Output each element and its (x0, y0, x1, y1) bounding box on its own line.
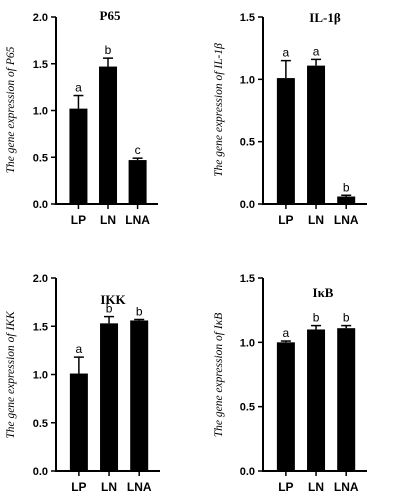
bar-LNA (128, 160, 147, 204)
x-tick-label: LP (71, 213, 86, 227)
chart-title: IL-1β (309, 10, 341, 25)
significance-label: b (343, 180, 350, 194)
y-axis-label: The gene expression of P65 (5, 46, 17, 173)
chart-title: IKK (100, 292, 126, 307)
x-tick-label: LN (100, 213, 116, 227)
x-tick-label: LN (101, 480, 117, 494)
x-tick-label: LN (308, 480, 324, 494)
significance-label: b (106, 302, 113, 316)
y-tick-label: 1.0 (240, 337, 255, 349)
bar-LN (100, 323, 119, 471)
bar-LP (276, 342, 295, 471)
chart-panel-3: IKK The gene expression of IKK 0.0 0.5 1.0 1.… (5, 273, 160, 494)
chart-title: P65 (100, 8, 121, 23)
x-tick-label: LN (308, 213, 324, 227)
chart-panel-2: IL-1β The gene expression of IL-1β 0.0 0.5 1… (213, 10, 367, 227)
bar-LP (69, 108, 88, 204)
significance-label: a (313, 44, 320, 58)
y-tick-label: 1.0 (33, 106, 48, 118)
significance-label: a (283, 46, 290, 60)
y-tick-label: 1.0 (33, 370, 48, 382)
y-axis-label: The gene expression of IKK (5, 310, 17, 439)
y-tick-label: 0.5 (33, 152, 48, 164)
y-axis-label: The gene expression of IκB (213, 313, 225, 438)
x-tick-label: LP (278, 213, 293, 227)
significance-label: a (75, 81, 82, 95)
bar-LP (69, 373, 88, 471)
significance-label: b (313, 311, 320, 325)
y-tick-label: 1.5 (33, 59, 48, 71)
x-tick-label: LNA (334, 213, 359, 227)
y-tick-label: 0.0 (240, 466, 255, 478)
x-tick-label: LP (278, 480, 293, 494)
y-axis-label: The gene expression of IL-1β (213, 43, 225, 177)
y-tick-label: 2.0 (33, 273, 48, 285)
y-tick-label: 0.0 (33, 199, 48, 211)
bar-LNA (337, 196, 356, 204)
significance-label: a (76, 342, 83, 356)
x-tick-label: LP (71, 480, 86, 494)
significance-label: b (105, 43, 112, 57)
y-tick-label: 2.0 (33, 12, 48, 24)
chart-title: IκB (313, 285, 334, 300)
y-tick-label: 0.0 (33, 466, 48, 478)
y-tick-label: 0.5 (240, 137, 255, 149)
significance-label: c (135, 143, 141, 157)
significance-label: b (136, 304, 143, 318)
y-tick-label: 1.5 (240, 12, 255, 24)
bar-LN (99, 66, 118, 205)
y-tick-label: 1.5 (240, 273, 255, 285)
bar-LNA (130, 320, 149, 471)
y-tick-label: 0.5 (240, 402, 255, 414)
y-tick-label: 0.0 (240, 199, 255, 211)
y-tick-label: 1.0 (240, 74, 255, 86)
significance-label: a (283, 326, 290, 340)
x-tick-label: LNA (334, 480, 359, 494)
bar-LN (307, 329, 326, 471)
x-tick-label: LNA (125, 213, 150, 227)
chart-panel-4: IκB The gene expression of IκB 0.0 0.5 1.0 1.… (213, 273, 367, 494)
bar-LNA (337, 328, 356, 471)
bar-LN (307, 65, 326, 205)
y-tick-label: 1.5 (33, 321, 48, 333)
bar-LP (276, 78, 295, 204)
chart-panel-1: P65 The gene expression of P65 0.0 0.5 1.0 1.… (5, 8, 158, 227)
x-tick-label: LNA (127, 480, 152, 494)
y-tick-label: 0.5 (33, 418, 48, 430)
significance-label: b (343, 311, 350, 325)
